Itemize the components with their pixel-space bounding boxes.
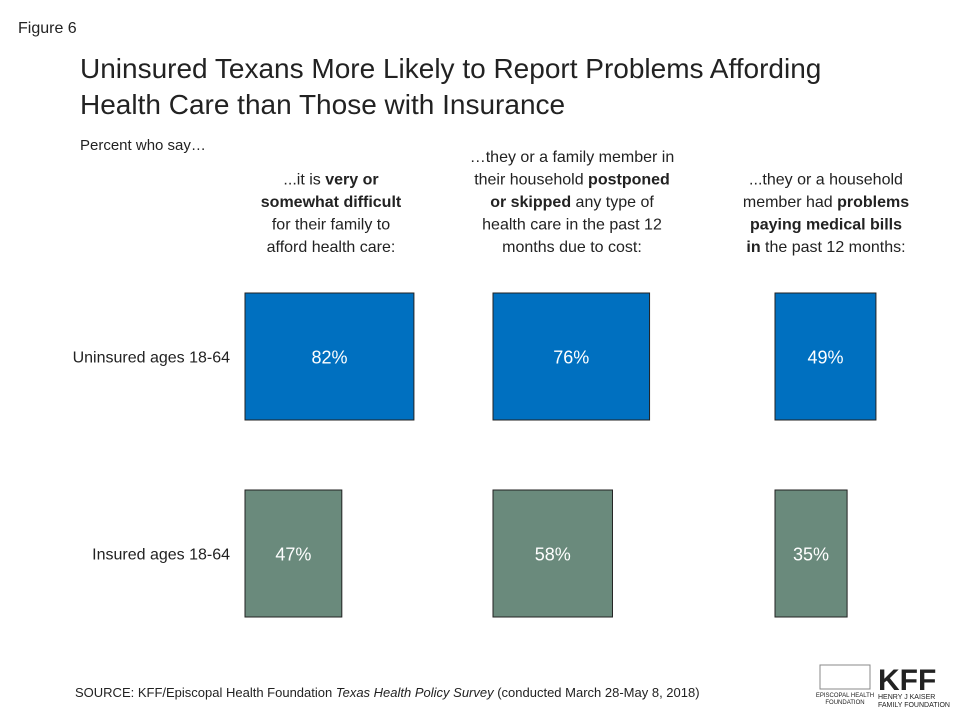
- column-heading-line: ...it is very or: [283, 172, 378, 189]
- value-label: 58%: [535, 545, 571, 565]
- kff-text: KFF: [878, 664, 936, 697]
- heading-segment: any type of: [571, 194, 654, 211]
- heading-segment: or skipped: [490, 194, 571, 211]
- heading-segment: their household: [474, 172, 588, 189]
- heading-segment: ...it is: [283, 172, 325, 189]
- value-label: 49%: [807, 348, 843, 368]
- title-line: Health Care than Those with Insurance: [80, 89, 565, 120]
- box: [774, 489, 848, 618]
- heading-segment: postponed: [588, 172, 670, 189]
- column-heading-line: afford health care:: [267, 239, 396, 256]
- box: [244, 489, 343, 618]
- box: [774, 292, 877, 421]
- row-label: Insured ages 18-64: [92, 547, 230, 564]
- heading-segment: ...they or a household: [749, 172, 903, 189]
- source-segment: Texas Health Policy Survey: [336, 685, 495, 700]
- box: [492, 489, 613, 618]
- source-segment: SOURCE: KFF/Episcopal Health Foundation: [75, 685, 336, 700]
- kff-name: FAMILY FOUNDATION: [878, 702, 950, 709]
- row-label: Uninsured ages 18-64: [73, 350, 231, 367]
- heading-segment: for their family to: [272, 217, 390, 234]
- heading-segment: afford health care:: [267, 239, 396, 256]
- heading-segment: somewhat difficult: [261, 194, 402, 211]
- column-heading-line: in the past 12 months:: [746, 239, 905, 256]
- ehf-text: EPISCOPAL HEALTH: [816, 693, 874, 699]
- heading-segment: very or: [325, 172, 378, 189]
- heading-segment: the past 12 months:: [761, 239, 906, 256]
- heading-segment: months due to cost:: [502, 239, 642, 256]
- kff-name: HENRY J KAISER: [878, 694, 935, 701]
- column-heading-line: member had problems: [743, 194, 909, 211]
- ehf-mark: [819, 664, 871, 690]
- heading-segment: health care in the past 12: [482, 217, 662, 234]
- column-heading-line: paying medical bills: [750, 217, 902, 234]
- column-heading-line: or skipped any type of: [490, 194, 654, 211]
- value-label: 47%: [275, 545, 311, 565]
- source-segment: (conducted March 28-May 8, 2018): [494, 685, 700, 700]
- column-heading-line: for their family to: [272, 217, 390, 234]
- heading-segment: problems: [837, 194, 909, 211]
- value-label: 35%: [793, 545, 829, 565]
- column-heading-line: health care in the past 12: [482, 217, 662, 234]
- heading-segment: paying medical bills: [750, 217, 902, 234]
- kff-logo: KFF HENRY J KAISER FAMILY FOUNDATION: [878, 664, 950, 709]
- column-heading-line: somewhat difficult: [261, 194, 402, 211]
- box: [492, 292, 651, 421]
- column-heading-line: …they or a family member in: [470, 149, 675, 166]
- ehf-logo: EPISCOPAL HEALTH FOUNDATION: [816, 664, 874, 706]
- column-heading-line: their household postponed: [474, 172, 670, 189]
- subtitle: Percent who say…: [80, 137, 206, 154]
- source: SOURCE: KFF/Episcopal Health Foundation …: [75, 685, 700, 700]
- column-heading-line: months due to cost:: [502, 239, 642, 256]
- ehf-text: FOUNDATION: [825, 700, 864, 706]
- value-label: 82%: [311, 348, 347, 368]
- value-label: 76%: [553, 348, 589, 368]
- figure-label: Figure 6: [18, 20, 77, 37]
- box: [244, 292, 415, 421]
- heading-segment: member had: [743, 194, 837, 211]
- title-line: Uninsured Texans More Likely to Report P…: [80, 53, 821, 84]
- heading-segment: …they or a family member in: [470, 149, 675, 166]
- heading-segment: in: [746, 239, 760, 256]
- column-heading-line: ...they or a household: [749, 172, 903, 189]
